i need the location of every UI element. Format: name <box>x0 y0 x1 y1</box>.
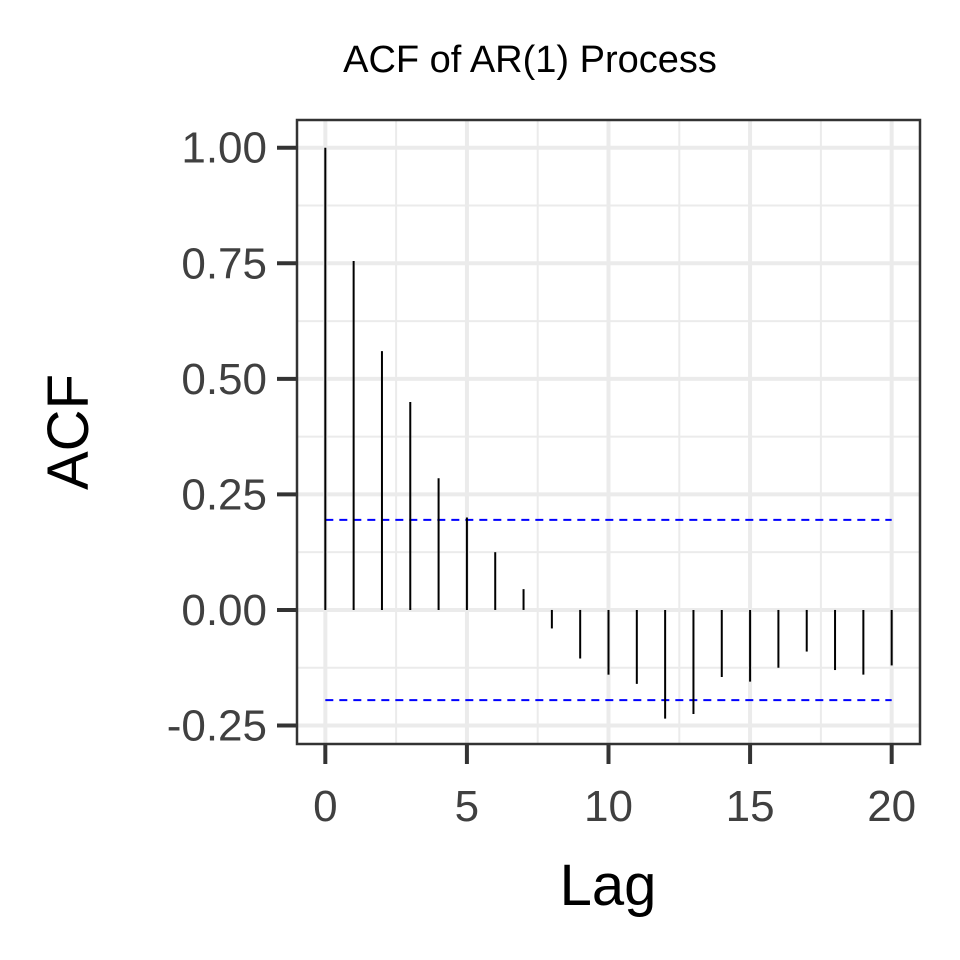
confidence-bounds <box>325 518 892 702</box>
chart-title: ACF of AR(1) Process <box>343 39 717 81</box>
y-tick-label: 0.00 <box>181 586 267 635</box>
x-axis: 0 5 10 15 20 <box>313 744 916 831</box>
y-tick-label: 0.25 <box>181 470 267 519</box>
y-tick-label: -0.25 <box>167 702 267 751</box>
x-axis-title: Lag <box>560 853 657 918</box>
x-tick-label: 10 <box>584 782 633 831</box>
acf-bars <box>324 147 893 719</box>
y-axis-title: ACF <box>36 374 101 490</box>
y-tick-label: 0.75 <box>181 239 267 288</box>
x-tick-label: 20 <box>867 782 916 831</box>
x-tick-label: 0 <box>313 782 337 831</box>
y-tick-label: 0.50 <box>181 355 267 404</box>
y-tick-label: 1.00 <box>181 124 267 173</box>
x-tick-label: 5 <box>455 782 479 831</box>
x-tick-label: 15 <box>726 782 775 831</box>
y-axis: -0.25 0.00 0.25 0.50 0.75 1.00 <box>167 124 297 751</box>
